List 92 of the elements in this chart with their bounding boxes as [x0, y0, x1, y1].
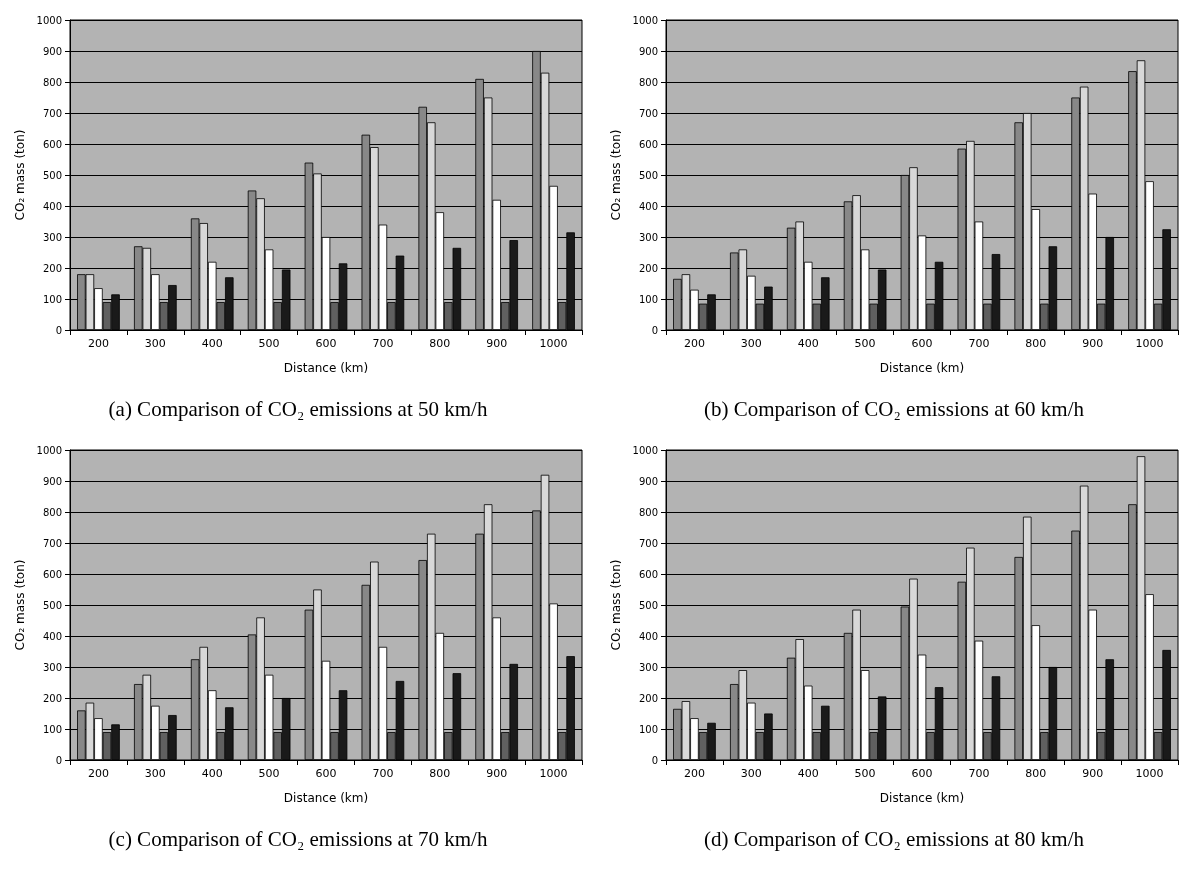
- x-tick-label: 400: [797, 337, 819, 350]
- x-axis-title: Distance (km): [283, 791, 369, 805]
- y-tick-label: 900: [638, 475, 658, 487]
- x-tick-label: 800: [429, 337, 451, 350]
- y-tick-label: 500: [638, 169, 658, 181]
- y-axis-title: CO₂ mass (ton): [608, 129, 623, 221]
- y-tick-label: 800: [638, 76, 658, 88]
- x-tick-label: 900: [486, 337, 508, 350]
- x-tick-label: 800: [1025, 337, 1047, 350]
- y-tick-label: 400: [42, 200, 62, 212]
- text: (b) Comparison of CO₂ emissions at 60 km/h: [703, 396, 1085, 421]
- x-tick-label: 400: [201, 337, 223, 350]
- y-tick-label: 400: [638, 630, 658, 642]
- x-tick-label: 700: [968, 337, 990, 350]
- text: (c) Comparison of CO₂ emissions at 70 km/h: [108, 826, 488, 851]
- x-tick-label: 500: [258, 767, 280, 780]
- text: (a) Comparison of CO₂ emissions at 50 km/h: [108, 396, 488, 421]
- y-tick-label: 100: [42, 723, 62, 735]
- y-tick-label: 900: [42, 475, 62, 487]
- x-tick-label: 400: [797, 767, 819, 780]
- x-tick-label: 700: [372, 767, 394, 780]
- x-tick-label: 300: [740, 337, 762, 350]
- y-tick-label: 600: [42, 568, 62, 580]
- y-tick-label: 600: [42, 138, 62, 150]
- text: (d) Comparison of CO₂ emissions at 80 km/h: [703, 826, 1085, 851]
- x-tick-label: 1000: [1135, 337, 1164, 350]
- x-tick-label: 200: [683, 767, 705, 780]
- y-tick-label: 300: [42, 231, 62, 243]
- x-tick-label: 300: [144, 337, 166, 350]
- y-tick-label: 800: [638, 506, 658, 518]
- y-tick-label: 400: [42, 630, 62, 642]
- y-tick-label: 1000: [632, 444, 658, 456]
- y-tick-label: 500: [638, 599, 658, 611]
- x-tick-label: 600: [315, 337, 337, 350]
- y-tick-label: 500: [42, 599, 62, 611]
- y-tick-label: 900: [42, 45, 62, 57]
- x-axis-title: Distance (km): [879, 791, 965, 805]
- y-tick-label: 1000: [36, 14, 62, 26]
- y-tick-label: 100: [42, 293, 62, 305]
- y-tick-label: 700: [638, 537, 658, 549]
- x-tick-label: 1000: [539, 767, 568, 780]
- y-tick-label: 800: [42, 76, 62, 88]
- x-tick-label: 600: [315, 767, 337, 780]
- x-tick-label: 400: [201, 767, 223, 780]
- y-axis-title: CO₂ mass (ton): [608, 559, 623, 651]
- y-tick-label: 700: [42, 537, 62, 549]
- y-axis-title: CO₂ mass (ton): [12, 129, 27, 221]
- y-tick-label: 700: [638, 107, 658, 119]
- y-tick-label: 1000: [36, 444, 62, 456]
- y-tick-label: 100: [638, 723, 658, 735]
- y-tick-label: 200: [638, 262, 658, 274]
- x-tick-label: 600: [911, 337, 933, 350]
- x-tick-label: 200: [87, 337, 109, 350]
- y-tick-label: 800: [42, 506, 62, 518]
- x-tick-label: 300: [144, 767, 166, 780]
- x-tick-label: 200: [683, 337, 705, 350]
- y-tick-label: 200: [638, 692, 658, 704]
- y-tick-label: 600: [638, 568, 658, 580]
- y-tick-label: 200: [42, 692, 62, 704]
- y-tick-label: 300: [638, 231, 658, 243]
- x-tick-label: 500: [854, 337, 876, 350]
- y-axis-title: CO₂ mass (ton): [12, 559, 27, 651]
- y-tick-label: 600: [638, 138, 658, 150]
- x-tick-label: 900: [1082, 767, 1104, 780]
- x-tick-label: 1000: [539, 337, 568, 350]
- x-tick-label: 500: [258, 337, 280, 350]
- y-tick-label: 0: [651, 324, 658, 336]
- y-tick-label: 700: [42, 107, 62, 119]
- x-axis-title: Distance (km): [283, 361, 369, 375]
- y-tick-label: 400: [638, 200, 658, 212]
- x-tick-label: 600: [911, 767, 933, 780]
- y-tick-label: 1000: [632, 14, 658, 26]
- x-tick-label: 1000: [1135, 767, 1164, 780]
- y-tick-label: 0: [55, 754, 62, 766]
- y-tick-label: 100: [638, 293, 658, 305]
- x-tick-label: 300: [740, 767, 762, 780]
- y-tick-label: 0: [651, 754, 658, 766]
- y-tick-label: 200: [42, 262, 62, 274]
- x-tick-label: 700: [372, 337, 394, 350]
- x-tick-label: 700: [968, 767, 990, 780]
- y-tick-label: 300: [42, 661, 62, 673]
- x-tick-label: 200: [87, 767, 109, 780]
- y-tick-label: 500: [42, 169, 62, 181]
- y-tick-label: 0: [55, 324, 62, 336]
- x-tick-label: 900: [486, 767, 508, 780]
- y-tick-label: 900: [638, 45, 658, 57]
- x-axis-title: Distance (km): [879, 361, 965, 375]
- y-tick-label: 300: [638, 661, 658, 673]
- x-tick-label: 800: [1025, 767, 1047, 780]
- x-tick-label: 800: [429, 767, 451, 780]
- x-tick-label: 900: [1082, 337, 1104, 350]
- x-tick-label: 500: [854, 767, 876, 780]
